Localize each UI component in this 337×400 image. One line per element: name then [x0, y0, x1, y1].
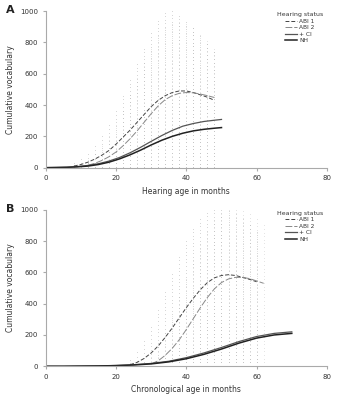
- Legend: ABI 1, ABI 2, + CI, NH: ABI 1, ABI 2, + CI, NH: [275, 11, 324, 44]
- X-axis label: Hearing age in months: Hearing age in months: [143, 187, 230, 196]
- Legend: ABI 1, ABI 2, + CI, NH: ABI 1, ABI 2, + CI, NH: [275, 210, 324, 243]
- Y-axis label: Cumulative vocabulary: Cumulative vocabulary: [5, 244, 14, 332]
- Y-axis label: Cumulative vocabulary: Cumulative vocabulary: [5, 45, 14, 134]
- Text: B: B: [6, 204, 15, 214]
- X-axis label: Chronological age in months: Chronological age in months: [131, 386, 241, 394]
- Text: A: A: [6, 5, 15, 15]
